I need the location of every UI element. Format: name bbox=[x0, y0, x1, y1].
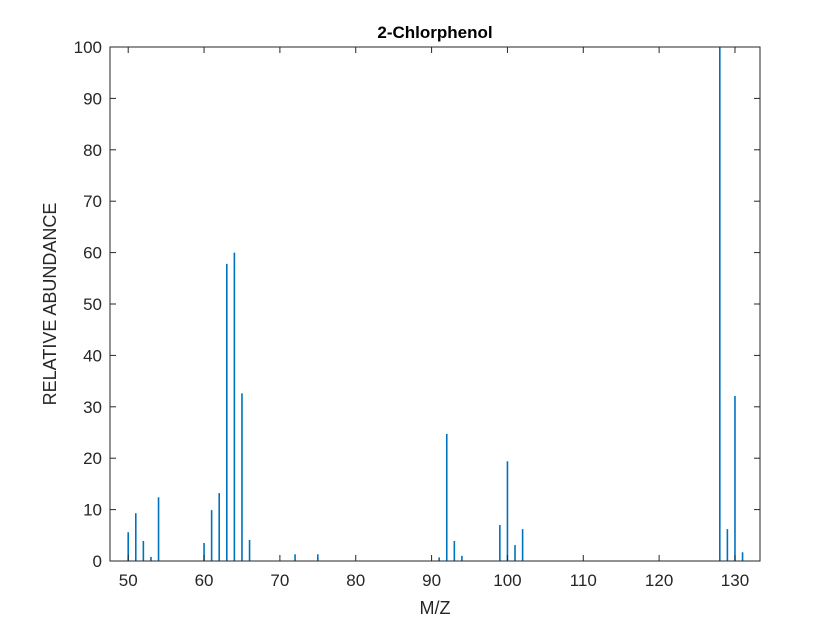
bars-group bbox=[127, 47, 744, 561]
x-tick-label: 100 bbox=[493, 571, 521, 590]
y-tick-label: 20 bbox=[83, 449, 102, 468]
x-tick-label: 50 bbox=[119, 571, 138, 590]
y-tick-label: 70 bbox=[83, 192, 102, 211]
y-tick-label: 80 bbox=[83, 141, 102, 160]
x-tick-label: 70 bbox=[270, 571, 289, 590]
axes-group: 50 60 70 80 90 100 110 120 130 0 10 20 30 40 50 60 70 80 9… bbox=[74, 38, 761, 590]
chart-title: 2-Chlorphenol bbox=[377, 23, 492, 42]
x-tick-label: 80 bbox=[346, 571, 365, 590]
y-tick-label: 60 bbox=[83, 244, 102, 263]
x-tick-label: 130 bbox=[721, 571, 749, 590]
x-tick-label: 110 bbox=[570, 571, 597, 590]
y-tick-label: 10 bbox=[83, 501, 102, 520]
y-tick-label: 0 bbox=[93, 552, 102, 571]
y-axis-label: RELATIVE ABUNDANCE bbox=[40, 203, 60, 406]
x-axis-label: M/Z bbox=[420, 598, 451, 618]
y-tick-label: 40 bbox=[83, 346, 102, 365]
plot-box bbox=[109, 46, 761, 562]
x-tick-label: 60 bbox=[195, 571, 214, 590]
y-tick-label: 50 bbox=[83, 295, 102, 314]
y-tick-label: 30 bbox=[83, 398, 102, 417]
x-tick-label: 90 bbox=[422, 571, 441, 590]
y-tick-label: 100 bbox=[74, 38, 102, 57]
y-tick-label: 90 bbox=[83, 89, 102, 108]
x-tick-label: 120 bbox=[645, 571, 673, 590]
